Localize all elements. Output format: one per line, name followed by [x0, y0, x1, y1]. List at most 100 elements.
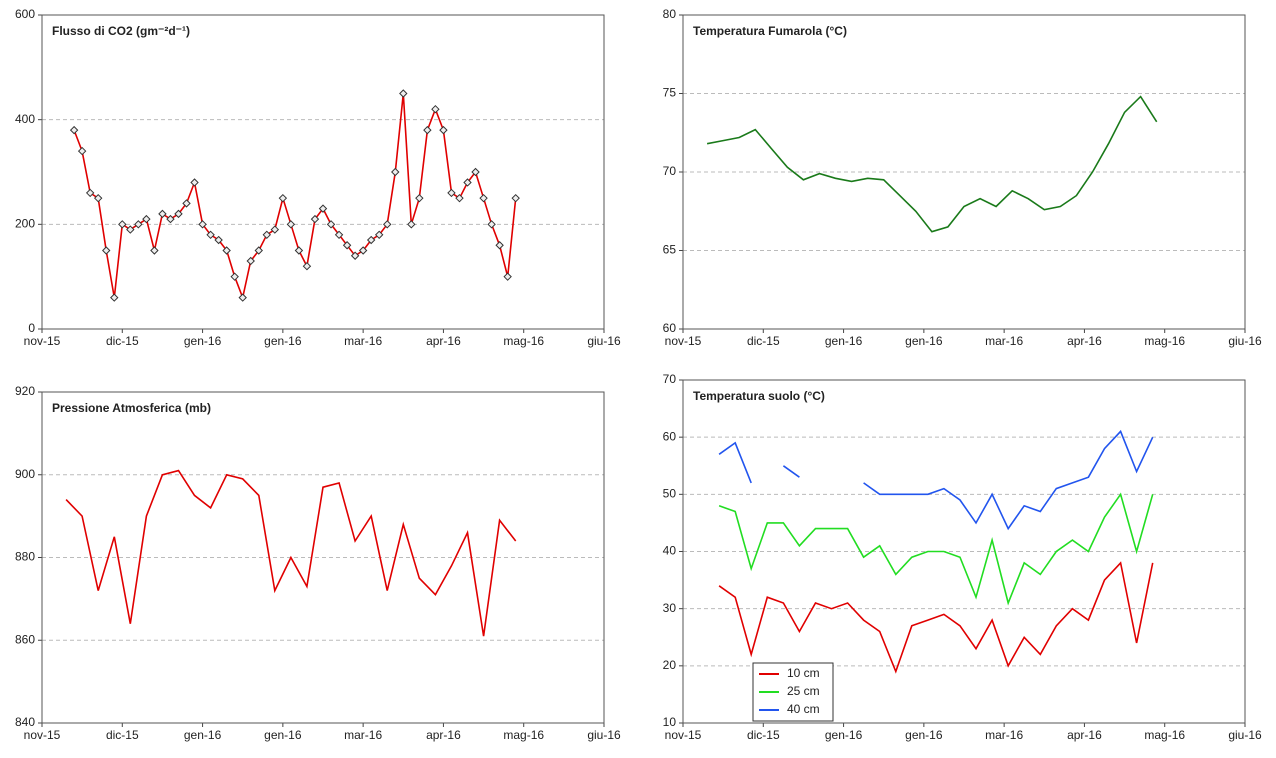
data-point [415, 193, 424, 203]
data-point [391, 167, 400, 177]
x-tick-label: apr-16 [426, 728, 461, 742]
x-tick-label: nov-15 [24, 728, 61, 742]
data-point [326, 220, 336, 229]
x-tick-label: apr-16 [426, 334, 461, 348]
data-line [73, 93, 517, 301]
y-tick-label: 840 [15, 715, 35, 729]
data-point [110, 293, 119, 302]
data-point [238, 293, 247, 302]
plot-area [42, 15, 604, 329]
x-tick-label: mar-16 [344, 728, 382, 742]
data-point [399, 89, 408, 98]
y-tick-label: 40 [663, 544, 677, 558]
chart-title: Pressione Atmosferica (mb) [52, 401, 211, 415]
data-point [334, 230, 344, 240]
x-tick-label: giu-16 [1228, 334, 1262, 348]
data-point [342, 241, 352, 250]
data-point [471, 167, 480, 177]
y-tick-label: 400 [15, 112, 35, 126]
data-point [318, 204, 328, 213]
data-point [222, 246, 231, 255]
x-tick-label: gen-16 [184, 334, 222, 348]
data-point [246, 256, 255, 266]
x-tick-label: dic-15 [106, 334, 139, 348]
data-point [278, 193, 288, 203]
data-point [262, 230, 272, 240]
data-point [302, 261, 312, 271]
data-point [118, 220, 127, 229]
y-tick-label: 900 [15, 467, 35, 481]
data-point [350, 251, 360, 260]
data-point [230, 272, 239, 281]
data-point [85, 188, 95, 198]
y-tick-label: 920 [15, 384, 35, 398]
x-tick-label: mar-16 [985, 728, 1023, 742]
chart-panel: 840 860 880 900 920 nov-15 dic-15 gen-16 gen-16 m… [15, 384, 621, 742]
data-line [65, 469, 517, 637]
data-line [718, 561, 1154, 674]
y-tick-label: 860 [15, 632, 35, 646]
data-point [407, 220, 416, 229]
chart-panel: 0 200 400 600 nov-15 dic-15 gen-16 gen-16 mar-16… [15, 7, 621, 348]
x-tick-label: giu-16 [1228, 728, 1262, 742]
plot-frame [41, 14, 605, 330]
x-tick-label: apr-16 [1067, 334, 1102, 348]
y-tick-label: 600 [15, 7, 35, 21]
x-tick-label: apr-16 [1067, 728, 1102, 742]
x-tick-label: nov-15 [665, 334, 702, 348]
data-point [495, 241, 504, 250]
data-point [487, 220, 496, 229]
data-point [374, 230, 384, 240]
data-point [158, 209, 167, 219]
y-tick-label: 70 [663, 372, 677, 386]
data-point [286, 220, 296, 229]
y-tick-label: 20 [663, 658, 677, 672]
y-tick-label: 60 [663, 321, 677, 335]
data-point [142, 214, 151, 224]
data-point [455, 193, 464, 203]
plot-frame [682, 379, 1246, 724]
data-point [198, 220, 207, 229]
data-point [294, 246, 304, 255]
data-point [190, 178, 199, 187]
y-tick-label: 0 [28, 321, 35, 335]
x-tick-label: mar-16 [344, 334, 382, 348]
data-point [166, 214, 175, 224]
data-point [511, 193, 520, 203]
y-tick-label: 880 [15, 550, 35, 564]
x-tick-label: dic-15 [106, 728, 139, 742]
data-point [254, 246, 263, 255]
y-tick-label: 200 [15, 217, 35, 231]
data-point [479, 193, 488, 203]
y-tick-label: 10 [663, 715, 677, 729]
data-point [447, 188, 456, 198]
data-point [214, 235, 223, 245]
chart-panel: 60 65 70 75 80 nov-15 dic-15 gen-16 gen-16 mar-16… [663, 7, 1262, 348]
chart-title: Temperatura Fumarola (°C) [693, 24, 847, 38]
x-tick-label: mag-16 [503, 728, 544, 742]
data-point [150, 246, 159, 255]
data-point [463, 178, 472, 187]
data-point [270, 225, 280, 234]
chart-title: Temperatura suolo (°C) [693, 389, 825, 403]
y-tick-label: 60 [663, 429, 677, 443]
data-line [706, 95, 1158, 233]
y-tick-label: 30 [663, 601, 677, 615]
legend-label: 25 cm [787, 684, 820, 698]
data-point [366, 235, 376, 245]
data-point [503, 272, 512, 281]
x-tick-label: gen-16 [825, 728, 863, 742]
x-tick-label: nov-15 [665, 728, 702, 742]
legend-label: 10 cm [787, 666, 820, 680]
data-point [102, 246, 111, 255]
data-point [310, 214, 320, 224]
plot-frame [682, 14, 1246, 330]
data-point [126, 225, 135, 234]
x-tick-label: nov-15 [24, 334, 61, 348]
chart-title: Flusso di CO2 (gm⁻²d⁻¹) [52, 24, 190, 38]
y-tick-label: 50 [663, 487, 677, 501]
y-tick-label: 75 [663, 86, 677, 100]
data-line [718, 429, 1154, 531]
x-tick-label: gen-16 [264, 728, 302, 742]
